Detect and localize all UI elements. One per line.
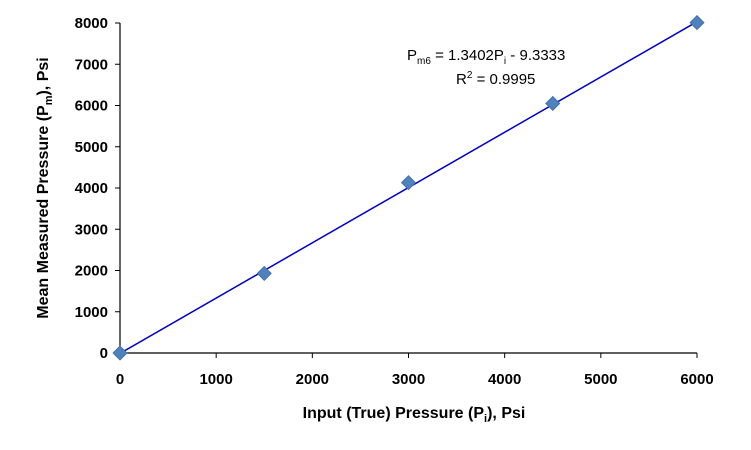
x-tick-label: 2000 [296,371,329,388]
y-tick-label: 2000 [75,263,108,280]
data-point [256,265,272,281]
y-axis-title: Mean Measured Pressure (Pm), Psi [35,57,55,318]
xlabel-sub: i [484,413,487,425]
y-tick-label: 0 [100,345,108,362]
x-tick-label: 3000 [392,371,425,388]
y-tick-label: 4000 [75,180,108,197]
xlabel-post: ), Psi [487,405,525,422]
y-tick-label: 1000 [75,304,108,321]
r2-rhs: = 0.9995 [472,71,535,88]
data-point [112,345,128,361]
axes: 0 1000 2000 3000 4000 5000 6000 7000 8000 0 1000 20… [75,15,714,388]
y-tick-label: 8000 [75,15,108,32]
r2-sup: 2 [467,70,473,81]
x-tick-label: 0 [116,371,124,388]
eq-lhs: P [407,47,417,64]
eq-rhs: - 9.3333 [506,47,565,64]
r-squared-label: R2 = 0.9995 [456,70,535,88]
data-point [689,15,705,31]
ylabel-post: ), Psi [35,57,52,95]
data-point [545,95,561,112]
xlabel-pre: Input (True) Pressure (P [303,405,485,422]
y-tick-label: 5000 [75,139,108,156]
y-tick-label: 3000 [75,221,108,238]
ylabel-pre: Mean Measured Pressure (P [35,105,52,319]
y-tick-label: 6000 [75,98,108,115]
x-tick-label: 1000 [199,371,232,388]
x-tick-label: 4000 [488,371,521,388]
data-point [400,175,417,191]
r2-lhs: R [456,71,467,88]
eq-mid-sub: i [504,56,506,67]
eq-lhs-sub: m6 [417,56,431,67]
ylabel-sub: m [43,95,55,105]
x-tick-label: 6000 [680,371,713,388]
y-tick-label: 7000 [75,56,108,73]
x-tick-label: 5000 [584,371,617,388]
equation-label: Pm6 = 1.3402Pi - 9.3333 [407,47,565,67]
eq-mid: = 1.3402P [431,47,504,64]
x-axis-title: Input (True) Pressure (Pi), Psi [303,405,526,425]
data-points [112,15,705,361]
